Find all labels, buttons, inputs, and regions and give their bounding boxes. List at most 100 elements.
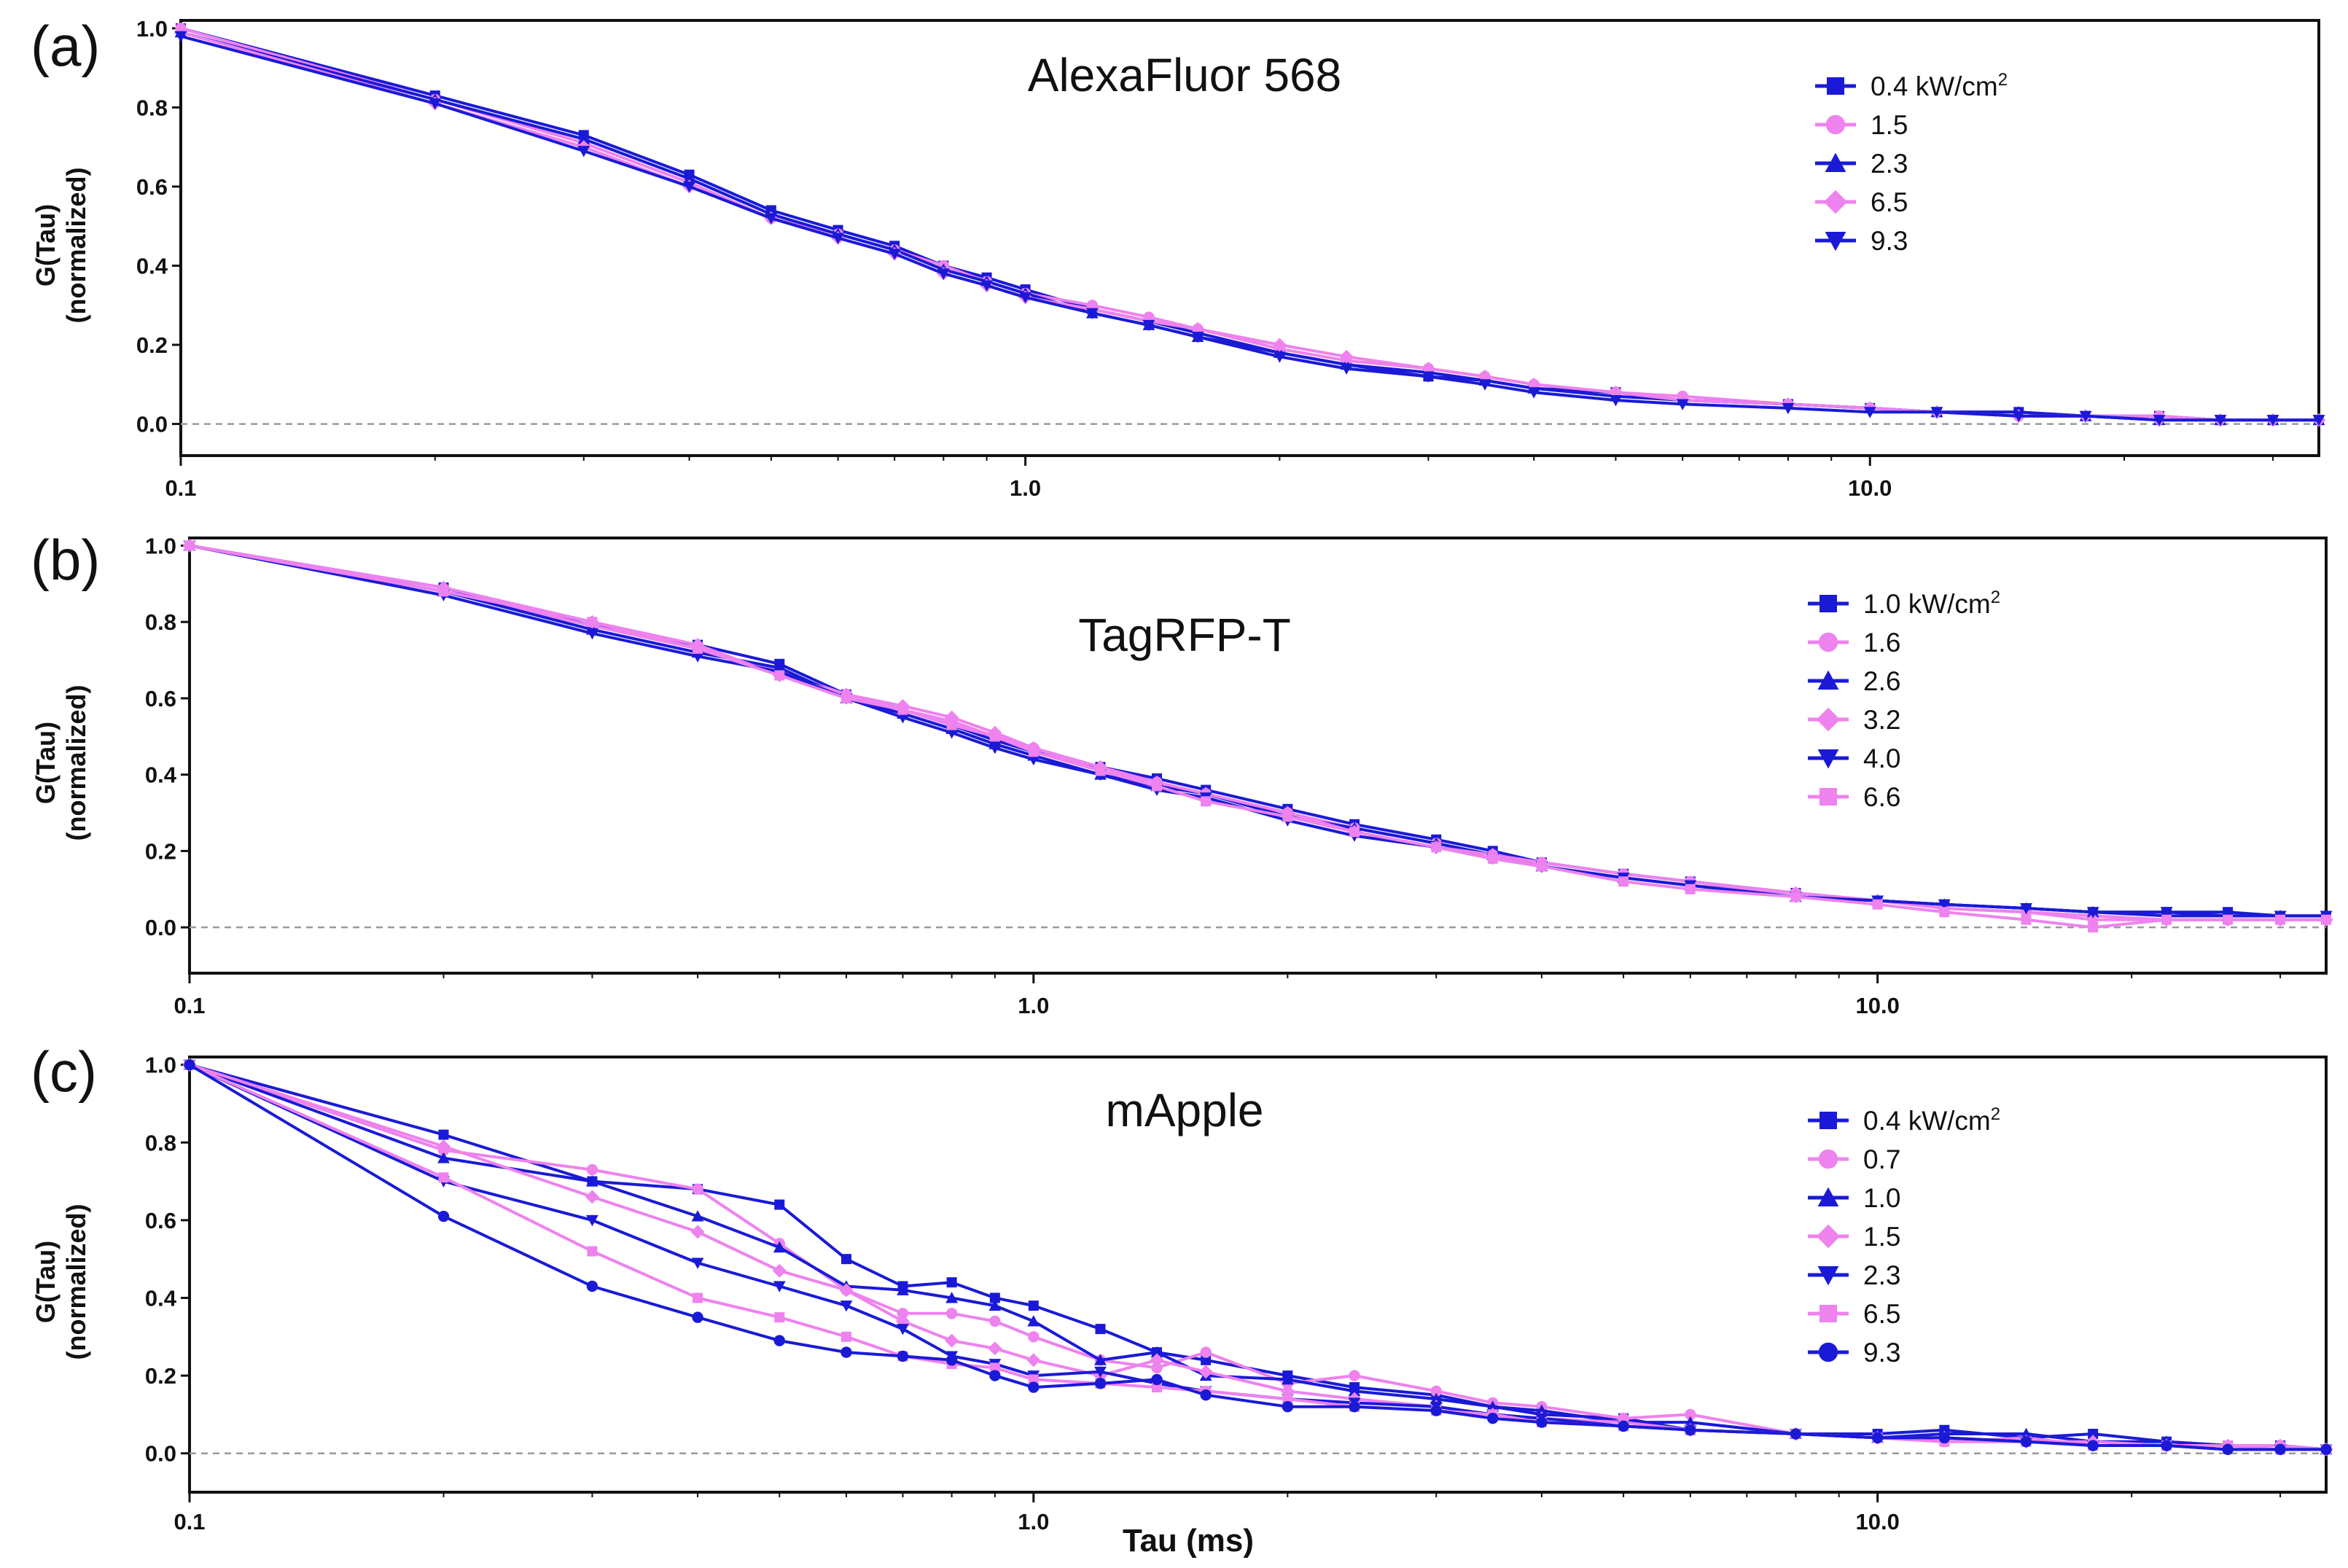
chart-panel-2: 0.0 0.2 0.4 0.6 0.8 1.0 0.1 1.0 10.0 G(Tau) (norma… bbox=[31, 528, 2333, 1018]
y-axis-label: (normalized) bbox=[61, 1204, 91, 1360]
panel-letter: (b) bbox=[31, 528, 100, 592]
data-point bbox=[897, 712, 909, 724]
data-point bbox=[1676, 399, 1689, 410]
data-point bbox=[1152, 781, 1163, 792]
data-point bbox=[1684, 1416, 1697, 1428]
data-point bbox=[693, 643, 703, 654]
data-point bbox=[1487, 853, 1498, 864]
series-1.6 bbox=[184, 539, 2332, 926]
legend-unit: kW/cm bbox=[1900, 1106, 1990, 1136]
x-tick-label: 0.1 bbox=[173, 1509, 205, 1534]
legend-label: 2.3 bbox=[1863, 1260, 1900, 1290]
data-point bbox=[772, 1263, 787, 1278]
y-tick-label: 0.2 bbox=[145, 1363, 176, 1389]
series-9.3 bbox=[184, 1058, 2332, 1456]
legend-unit: kW/cm bbox=[1900, 589, 1990, 619]
data-point bbox=[840, 1300, 853, 1312]
x-tick-label: 1.0 bbox=[1018, 993, 1049, 1018]
data-point bbox=[429, 98, 442, 110]
data-point bbox=[1618, 876, 1629, 887]
legend: 0.4 kW/cm2 0.7 1.0 1.5 2.3 6.5 9.3 bbox=[1808, 1104, 2000, 1368]
data-point bbox=[1535, 1404, 1548, 1416]
y-axis-label: (normalized) bbox=[61, 684, 91, 840]
series-1.0 bbox=[184, 540, 2331, 921]
series-line bbox=[189, 544, 2326, 918]
legend-label: 2.3 bbox=[1871, 149, 1908, 179]
data-point bbox=[1430, 1385, 1442, 1397]
legend-label: 1.5 bbox=[1871, 110, 1908, 140]
data-point bbox=[1201, 1354, 1212, 1365]
data-point bbox=[2266, 415, 2279, 426]
data-point bbox=[1349, 1370, 1360, 1381]
series-line bbox=[189, 544, 2326, 921]
y-tick-label: 0.6 bbox=[136, 174, 168, 200]
data-point bbox=[1272, 338, 1287, 352]
data-point bbox=[2020, 902, 2032, 915]
data-point bbox=[586, 1175, 598, 1187]
data-point bbox=[773, 1335, 785, 1346]
data-point bbox=[1608, 385, 1623, 399]
data-point bbox=[438, 1129, 449, 1140]
data-point bbox=[585, 1190, 599, 1204]
legend-marker bbox=[1825, 232, 1846, 251]
y-tick-label: 1.0 bbox=[145, 1053, 176, 1078]
data-point bbox=[586, 1214, 598, 1227]
data-point bbox=[2222, 1443, 2234, 1456]
legend-marker bbox=[1825, 152, 1846, 172]
legend-marker bbox=[1827, 77, 1844, 95]
data-point bbox=[587, 1246, 598, 1257]
chart-title: TagRFP-T bbox=[1078, 609, 1291, 661]
chart-panel-3: 0.0 0.2 0.4 0.6 0.8 1.0 0.1 1.0 10.0 G(Tau) (norma… bbox=[31, 1040, 2333, 1559]
series-9.3 bbox=[174, 31, 2325, 426]
data-point bbox=[840, 693, 851, 703]
data-point bbox=[945, 1308, 958, 1319]
y-tick-label: 0.0 bbox=[145, 915, 176, 940]
data-point bbox=[683, 181, 695, 193]
data-point bbox=[691, 1257, 704, 1269]
data-point bbox=[773, 1241, 786, 1253]
y-tick-label: 0.0 bbox=[136, 412, 168, 437]
data-point bbox=[184, 1058, 195, 1071]
data-point bbox=[988, 1299, 1002, 1311]
data-point bbox=[1939, 907, 1950, 918]
data-point bbox=[1930, 407, 1943, 418]
legend-label: 9.3 bbox=[1863, 1338, 1900, 1368]
data-point bbox=[2312, 415, 2325, 426]
y-axis-label: G(Tau) bbox=[31, 722, 61, 804]
x-tick-label: 10.0 bbox=[1848, 475, 1892, 501]
legend-label: 1.6 bbox=[1863, 628, 1900, 658]
data-point bbox=[1028, 1381, 1040, 1393]
y-tick-label: 0.4 bbox=[145, 1285, 177, 1311]
series-4.0 bbox=[183, 540, 2333, 922]
y-tick-label: 0.2 bbox=[136, 332, 168, 358]
series-line bbox=[189, 544, 2326, 918]
data-point bbox=[1095, 1324, 1106, 1335]
data-point bbox=[1430, 1405, 1442, 1416]
y-tick-label: 0.8 bbox=[145, 609, 176, 635]
plot-frame bbox=[188, 537, 2328, 975]
data-point bbox=[897, 1350, 909, 1362]
data-point bbox=[1871, 1432, 1884, 1444]
data-point bbox=[989, 1362, 1000, 1373]
data-point bbox=[1282, 1394, 1293, 1405]
data-point bbox=[1782, 402, 1795, 415]
data-point bbox=[773, 1281, 786, 1292]
data-point bbox=[774, 670, 785, 681]
data-point bbox=[1349, 1401, 1360, 1413]
data-point bbox=[1349, 827, 1360, 838]
y-axis-label: G(Tau) bbox=[31, 1241, 61, 1323]
data-point bbox=[690, 1225, 705, 1239]
data-point bbox=[2275, 914, 2286, 925]
data-point bbox=[1201, 796, 1212, 807]
data-point bbox=[989, 731, 1000, 742]
y-tick-label: 0.6 bbox=[145, 1208, 176, 1233]
data-point bbox=[1938, 899, 1951, 911]
y-tick-label: 0.4 bbox=[145, 762, 177, 788]
data-point bbox=[1872, 899, 1883, 910]
y-axis-label: G(Tau) bbox=[31, 204, 61, 286]
legend-label: 6.5 bbox=[1863, 1299, 1900, 1329]
data-point bbox=[1028, 1300, 1039, 1311]
y-tick-label: 1.0 bbox=[136, 16, 168, 42]
legend-label: 2.6 bbox=[1863, 666, 1900, 696]
